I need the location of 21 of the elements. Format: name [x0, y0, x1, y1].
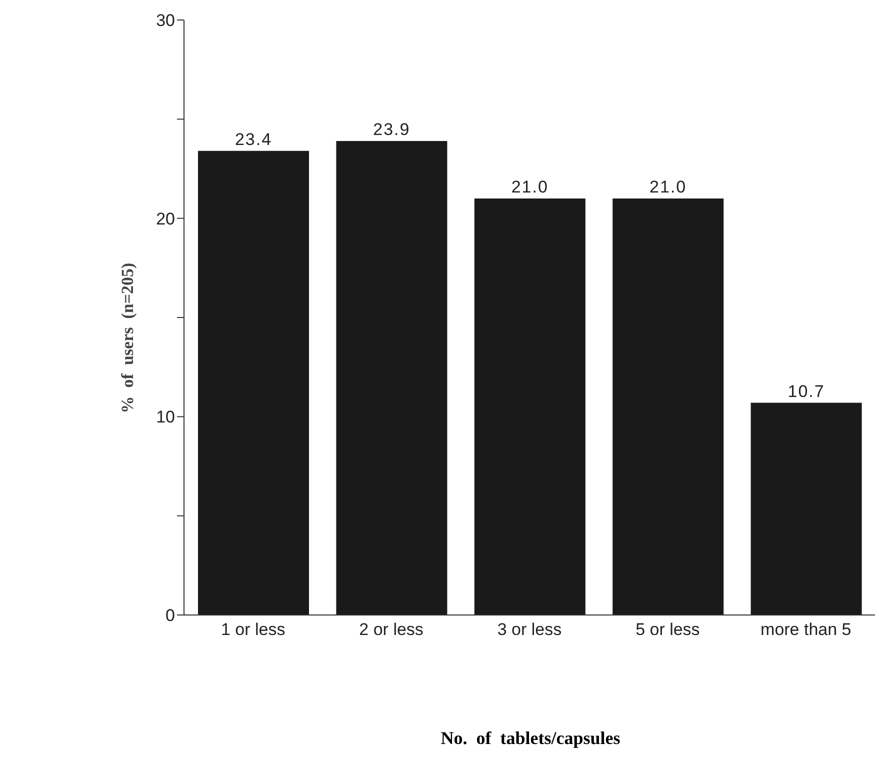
data-label: 10.7 — [788, 382, 825, 401]
data-label: 21.0 — [511, 178, 548, 196]
bar — [612, 198, 724, 615]
bar — [474, 198, 586, 615]
x-axis-title: No. of tablets/capsules — [440, 728, 622, 749]
x-tick-label: 3 or less — [497, 620, 562, 640]
y-tick-label: 0 — [166, 606, 175, 626]
bar — [336, 140, 448, 615]
x-tick-label: 1 or less — [220, 620, 286, 640]
y-tick-label: 20 — [156, 209, 175, 228]
bar — [198, 150, 309, 615]
data-label: 21.0 — [650, 178, 687, 196]
y-axis-title: % of users (n=205) — [118, 262, 138, 414]
y-tick-label: 10 — [156, 408, 175, 427]
data-label: 23.4 — [234, 130, 272, 149]
data-label: 23.9 — [373, 120, 410, 139]
x-tick-label: 5 or less — [636, 620, 700, 640]
x-tick-label: 2 or less — [359, 620, 424, 640]
x-tick-label: more than 5 — [760, 620, 852, 640]
bar — [750, 402, 862, 615]
y-tick-label: 30 — [156, 11, 175, 30]
